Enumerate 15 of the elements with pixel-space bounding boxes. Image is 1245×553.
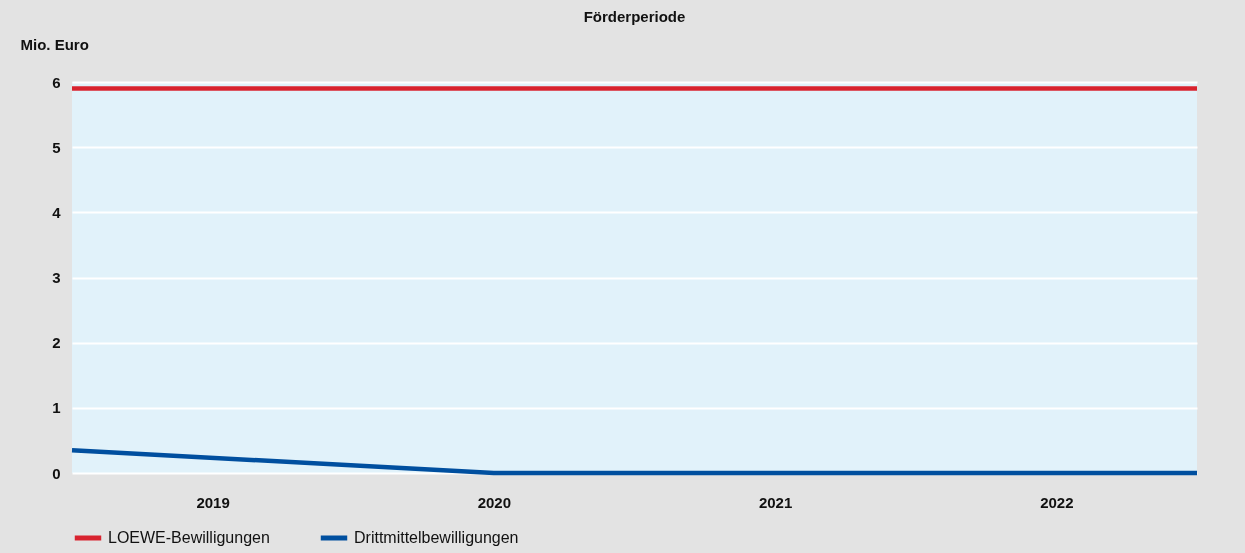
y-tick-label: 4 (52, 203, 62, 221)
x-tick-label: 2021 (758, 493, 793, 511)
x-tick-label: 2019 (196, 493, 230, 511)
chart-title: Förderperiode (583, 8, 686, 25)
y-tick-label: 6 (52, 73, 61, 91)
legend-label: Drittmittelbewilligungen (354, 529, 519, 546)
y-tick-label: 5 (52, 138, 61, 156)
y-tick-label: 1 (52, 399, 61, 417)
y-tick-label: 0 (52, 464, 61, 482)
y-tick-label: 2 (52, 334, 61, 352)
y-tick-label: 3 (52, 269, 61, 286)
y-axis-title: Mio. Euro (20, 35, 89, 53)
legend-label: LOEWE-Bewilligungen (108, 529, 270, 546)
x-tick-label: 2020 (477, 493, 512, 511)
x-tick-label: 2022 (1040, 493, 1074, 511)
